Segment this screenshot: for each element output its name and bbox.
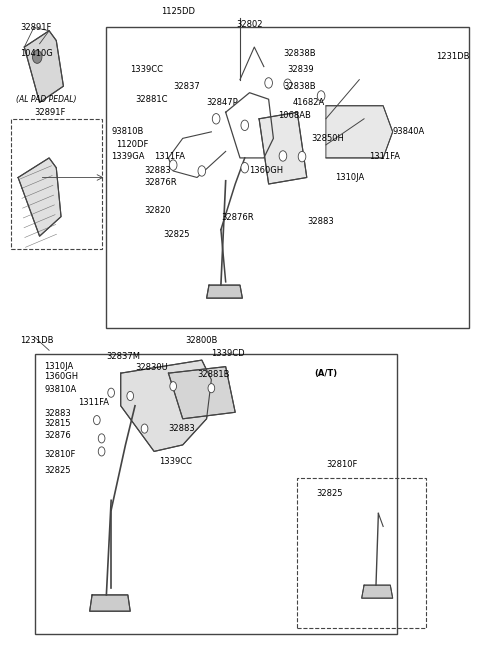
Bar bbox=[11, 119, 102, 250]
Circle shape bbox=[208, 384, 215, 393]
Text: 1125DD: 1125DD bbox=[161, 7, 195, 16]
Text: 1339CC: 1339CC bbox=[159, 457, 192, 466]
Circle shape bbox=[141, 424, 148, 433]
Bar bbox=[35, 354, 397, 634]
Circle shape bbox=[169, 160, 177, 170]
Text: 32815: 32815 bbox=[44, 419, 71, 428]
Text: 32891F: 32891F bbox=[21, 23, 52, 32]
Text: 41682A: 41682A bbox=[292, 98, 325, 107]
Text: 32847P: 32847P bbox=[206, 98, 239, 107]
Circle shape bbox=[108, 388, 115, 398]
Text: 32837: 32837 bbox=[173, 82, 200, 90]
Text: 32825: 32825 bbox=[164, 231, 190, 239]
Text: 32883: 32883 bbox=[44, 409, 71, 418]
Text: 32876R: 32876R bbox=[221, 214, 253, 223]
Polygon shape bbox=[326, 105, 393, 158]
Text: 32800B: 32800B bbox=[186, 336, 218, 345]
Polygon shape bbox=[18, 158, 61, 236]
Circle shape bbox=[33, 50, 42, 64]
Polygon shape bbox=[168, 367, 235, 419]
Text: 32810F: 32810F bbox=[326, 460, 357, 469]
Polygon shape bbox=[120, 360, 211, 451]
Polygon shape bbox=[259, 112, 307, 184]
Text: 32837M: 32837M bbox=[107, 352, 140, 362]
Text: 93840A: 93840A bbox=[393, 127, 425, 136]
Text: 32838B: 32838B bbox=[283, 49, 315, 58]
Text: 32883: 32883 bbox=[168, 424, 195, 433]
Bar bbox=[107, 28, 469, 328]
Text: 1360GH: 1360GH bbox=[44, 372, 78, 381]
Circle shape bbox=[317, 91, 325, 101]
Circle shape bbox=[127, 392, 133, 401]
Text: 1231DB: 1231DB bbox=[436, 52, 469, 62]
Polygon shape bbox=[361, 585, 393, 598]
Text: 32820: 32820 bbox=[144, 206, 171, 215]
Text: 32881B: 32881B bbox=[197, 370, 229, 379]
Text: 32825: 32825 bbox=[44, 466, 71, 476]
Text: 32876: 32876 bbox=[44, 430, 71, 440]
Circle shape bbox=[298, 151, 306, 162]
Polygon shape bbox=[90, 595, 130, 611]
Text: (AL PAD PEDAL): (AL PAD PEDAL) bbox=[16, 95, 76, 103]
Text: 1310JA: 1310JA bbox=[336, 173, 365, 182]
Circle shape bbox=[94, 415, 100, 424]
Text: 32883: 32883 bbox=[307, 217, 334, 227]
Text: 32802: 32802 bbox=[236, 20, 263, 29]
Polygon shape bbox=[206, 285, 242, 298]
Text: (A/T): (A/T) bbox=[314, 369, 337, 378]
Circle shape bbox=[241, 120, 249, 130]
Text: 32883: 32883 bbox=[144, 166, 171, 176]
Text: 1339CD: 1339CD bbox=[211, 349, 245, 358]
Text: 1339GA: 1339GA bbox=[111, 152, 144, 161]
Text: 32810F: 32810F bbox=[44, 450, 76, 459]
Text: 1310JA: 1310JA bbox=[44, 362, 73, 371]
Polygon shape bbox=[24, 31, 63, 102]
Text: 1311FA: 1311FA bbox=[369, 152, 400, 161]
Text: 1360GH: 1360GH bbox=[250, 166, 284, 176]
Text: 32891F: 32891F bbox=[35, 108, 66, 117]
Text: 32838B: 32838B bbox=[283, 82, 315, 90]
Text: 93810A: 93810A bbox=[44, 385, 77, 394]
Text: 1311FA: 1311FA bbox=[154, 152, 185, 161]
Circle shape bbox=[241, 162, 249, 173]
Circle shape bbox=[279, 151, 287, 161]
Text: 32830U: 32830U bbox=[135, 364, 168, 373]
Text: 32850H: 32850H bbox=[312, 134, 345, 143]
Circle shape bbox=[98, 447, 105, 456]
Circle shape bbox=[98, 434, 105, 443]
Text: 32881C: 32881C bbox=[135, 95, 168, 103]
Circle shape bbox=[198, 166, 205, 176]
Circle shape bbox=[212, 113, 220, 124]
Text: 32825: 32825 bbox=[316, 489, 343, 498]
Text: 1120DF: 1120DF bbox=[116, 140, 148, 149]
Text: 32839: 32839 bbox=[288, 66, 314, 75]
Text: 1339CC: 1339CC bbox=[130, 66, 163, 75]
Text: 32876R: 32876R bbox=[144, 178, 177, 187]
Circle shape bbox=[284, 79, 291, 90]
Text: 10410G: 10410G bbox=[21, 49, 53, 58]
Circle shape bbox=[265, 78, 273, 88]
Text: 1311FA: 1311FA bbox=[78, 398, 109, 407]
Text: 1068AB: 1068AB bbox=[278, 111, 311, 120]
Bar bbox=[297, 477, 426, 627]
Text: 93810B: 93810B bbox=[111, 127, 144, 136]
Text: 1231DB: 1231DB bbox=[21, 336, 54, 345]
Circle shape bbox=[170, 382, 177, 391]
